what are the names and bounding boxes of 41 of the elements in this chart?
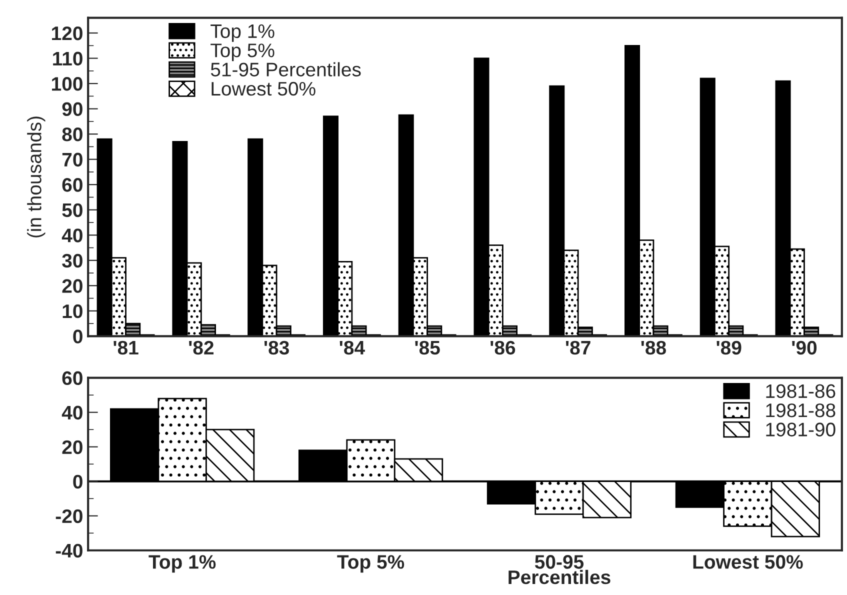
legend-label: 1981-90 (766, 422, 836, 436)
x-tick-label: '82 (189, 340, 214, 355)
y-tick-label: -20 (56, 509, 82, 524)
x-tick-label: '89 (716, 340, 742, 355)
legend-label: 1981-86 (766, 384, 836, 398)
y-tick-label: 90 (62, 102, 82, 116)
legend-label: 1981-88 (766, 403, 836, 418)
legend-label: Lowest 50% (212, 82, 316, 96)
x-tick-label: '86 (490, 340, 516, 355)
y-tick-label: 40 (62, 406, 82, 420)
y-tick-label: 100 (52, 77, 82, 91)
y-tick-label: 20 (62, 279, 82, 293)
y-tick-label: 0 (73, 330, 82, 344)
x-tick-label: Lowest 50% (693, 555, 803, 569)
y-tick-label: 80 (62, 128, 82, 142)
x-tick-label: '83 (264, 340, 289, 355)
y-tick-label: 40 (62, 228, 82, 242)
y-tick-label: 110 (53, 52, 82, 66)
x-tick-label: Top 5% (337, 555, 404, 573)
x-tick-label: '81 (114, 340, 138, 355)
y-tick-label: 50 (62, 203, 82, 218)
y-tick-label: 30 (62, 254, 82, 268)
y-tick-label: 60 (62, 371, 82, 386)
y-axis-title: (in thousands) (27, 116, 46, 238)
x-tick-label: Top 1% (148, 555, 216, 573)
legend-label: 51-95 Percentiles (210, 62, 361, 76)
y-tick-label: 0 (73, 474, 82, 489)
x-tick-label: '90 (792, 340, 817, 355)
x-tick-label: '85 (415, 340, 440, 355)
y-tick-label: -40 (56, 544, 82, 558)
y-tick-label: 70 (62, 152, 82, 167)
y-tick-label: 60 (62, 178, 82, 192)
y-tick-label: 120 (52, 26, 82, 40)
legend-label: Top 5% (210, 44, 274, 62)
x-tick-label: '87 (566, 340, 590, 355)
legend-label: Top 1% (210, 24, 274, 42)
y-tick-label: 20 (62, 440, 82, 454)
y-tick-label: 10 (62, 304, 82, 318)
x-tick-label: '84 (340, 340, 365, 355)
x-tick-label: 50-95 Percentiles (508, 555, 610, 584)
x-tick-label: '88 (641, 340, 666, 355)
